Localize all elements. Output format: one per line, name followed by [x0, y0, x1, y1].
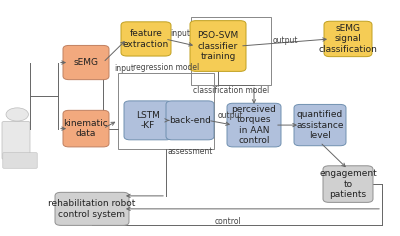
Text: sEMG: sEMG — [74, 58, 98, 67]
Text: input: input — [114, 64, 134, 73]
Text: output: output — [218, 111, 244, 120]
Text: classification model: classification model — [193, 86, 269, 95]
Bar — [191, 17, 271, 85]
Text: sEMG
signal
classification: sEMG signal classification — [318, 24, 378, 54]
Text: assessment: assessment — [167, 147, 213, 156]
Text: rehabilitation robot
control system: rehabilitation robot control system — [48, 199, 136, 219]
Text: regression model: regression model — [133, 63, 199, 72]
FancyBboxPatch shape — [124, 101, 172, 140]
Bar — [118, 73, 214, 149]
Text: output: output — [272, 36, 298, 45]
FancyBboxPatch shape — [55, 192, 129, 225]
Text: engagement
to
patients: engagement to patients — [319, 169, 377, 199]
FancyBboxPatch shape — [294, 105, 346, 146]
Text: feature
extraction: feature extraction — [123, 29, 169, 49]
FancyBboxPatch shape — [121, 22, 171, 56]
Text: quantified
assistance
level: quantified assistance level — [296, 110, 344, 140]
FancyBboxPatch shape — [166, 101, 214, 140]
Text: perceived
torques
in AAN
control: perceived torques in AAN control — [232, 105, 276, 145]
Text: input: input — [170, 29, 190, 38]
FancyBboxPatch shape — [2, 122, 30, 159]
Text: back-end: back-end — [169, 116, 211, 125]
FancyBboxPatch shape — [3, 153, 37, 168]
FancyBboxPatch shape — [63, 110, 109, 147]
FancyBboxPatch shape — [323, 166, 373, 202]
Circle shape — [6, 108, 28, 121]
Text: LSTM
-KF: LSTM -KF — [136, 111, 160, 130]
Text: kinematic
data: kinematic data — [64, 119, 108, 138]
FancyBboxPatch shape — [324, 21, 372, 57]
FancyBboxPatch shape — [63, 45, 109, 80]
Text: PSO-SVM
classifier
training: PSO-SVM classifier training — [197, 31, 239, 61]
FancyBboxPatch shape — [190, 21, 246, 71]
Text: control: control — [215, 217, 241, 226]
FancyBboxPatch shape — [227, 103, 281, 147]
